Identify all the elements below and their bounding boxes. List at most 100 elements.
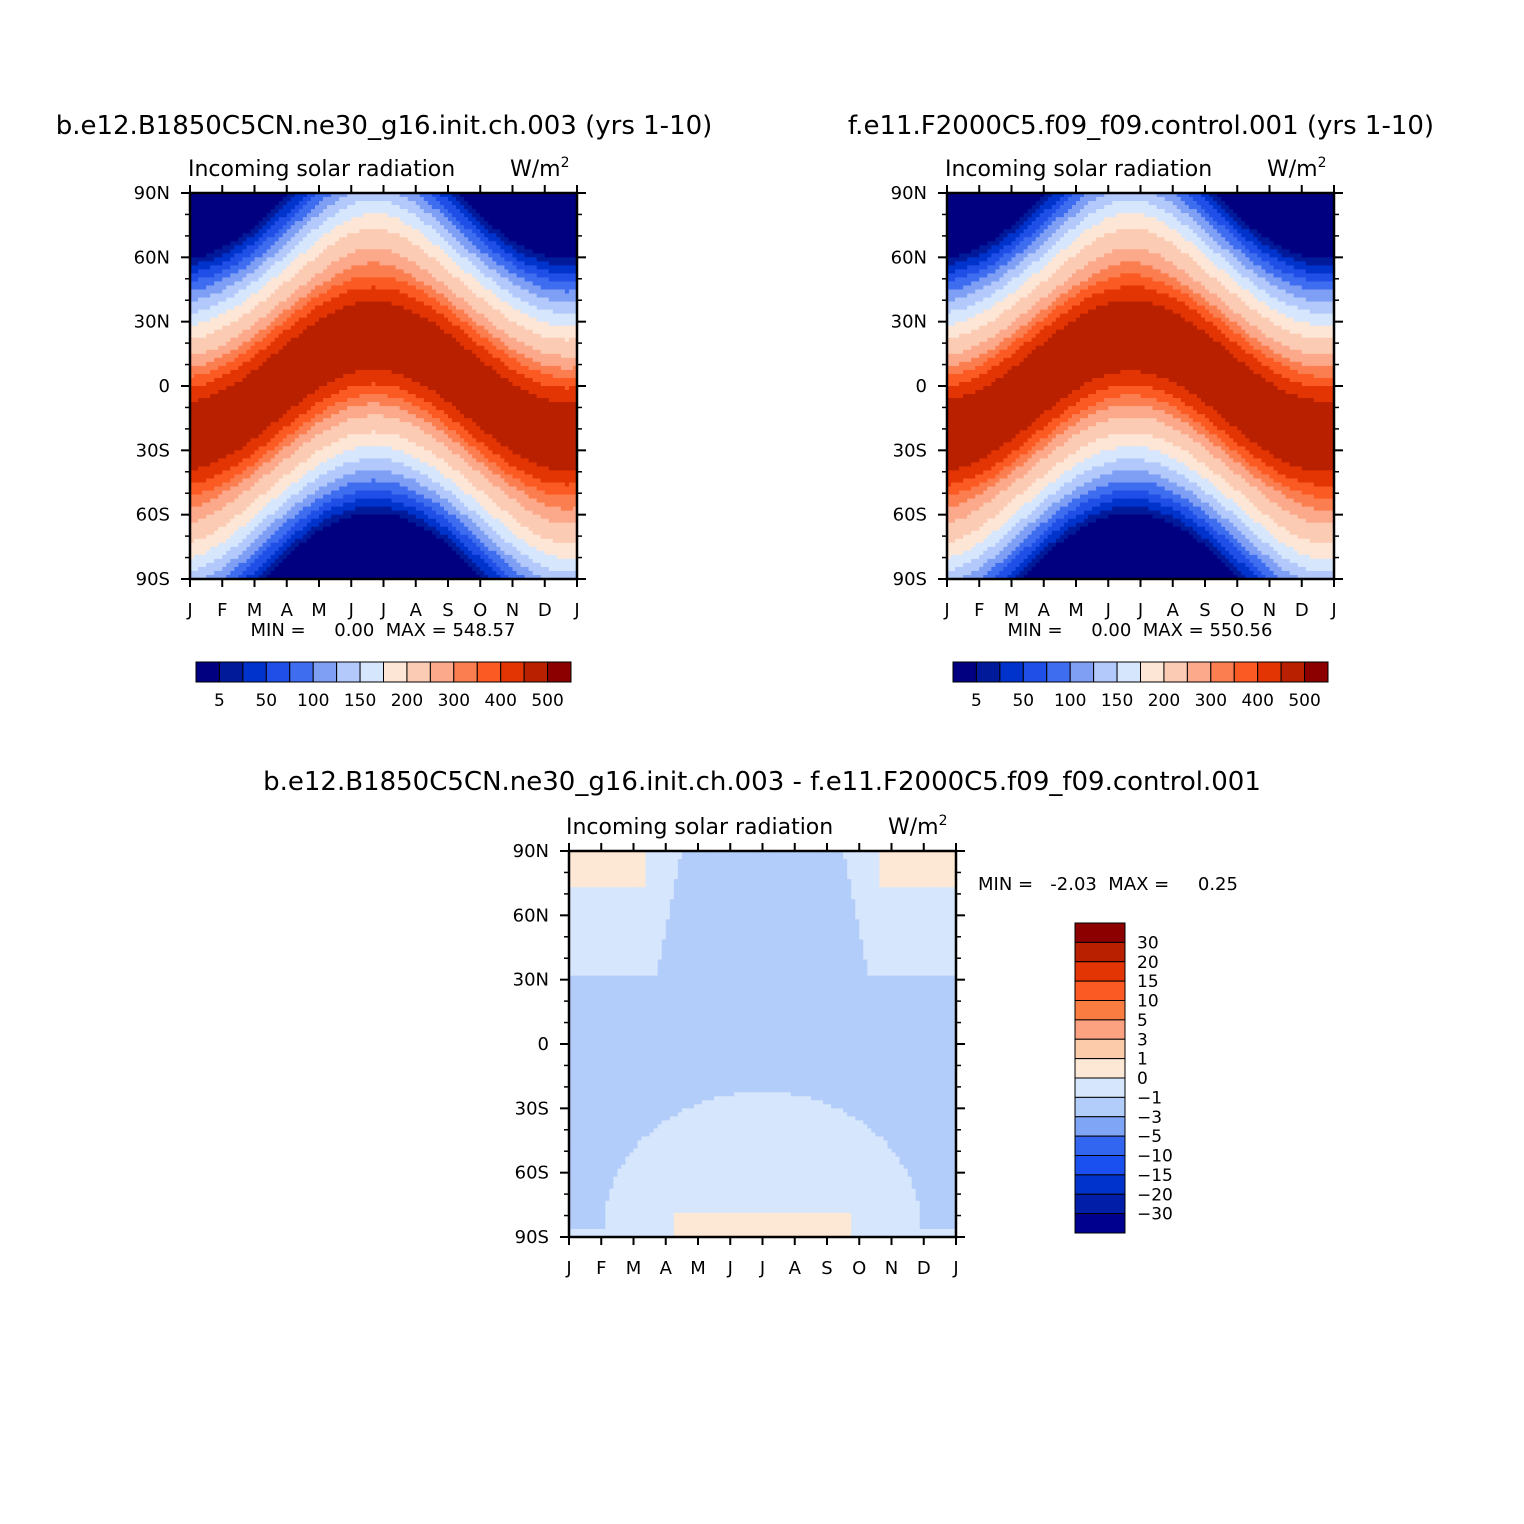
plotA-cell: [492, 281, 497, 287]
plotA-cell: [343, 281, 348, 287]
plotA-cell: [246, 277, 252, 283]
plotA-cell: [319, 329, 324, 335]
plotA-cell: [367, 201, 373, 206]
plotA-cell: [198, 390, 203, 395]
plotA-cell: [460, 285, 465, 291]
plotA-cell: [278, 225, 284, 230]
plotA-cell: [214, 221, 219, 226]
plotA-cell: [488, 377, 493, 383]
plotA-cell: [435, 289, 441, 295]
plotA-cell: [286, 213, 292, 218]
plotA-cell: [306, 345, 312, 351]
plotA-cell: [270, 281, 276, 287]
plotA-cell: [464, 325, 469, 331]
plotA-cell: [560, 301, 566, 307]
plotA-cell: [419, 281, 425, 287]
plotA-cell: [359, 301, 364, 307]
plotA-cell: [407, 233, 413, 238]
plotA-cell: [258, 321, 264, 327]
plotA-cell: [464, 241, 469, 246]
plotA-cell: [214, 213, 219, 218]
plotA-cell: [274, 349, 280, 355]
plotA-cell: [270, 305, 276, 311]
plotA-cell: [484, 201, 489, 206]
plotA-cell: [484, 217, 489, 222]
plotA-cell: [508, 229, 514, 234]
plotA-cell: [306, 361, 312, 367]
plotA-cell: [234, 349, 239, 355]
plotA-cell: [452, 369, 457, 375]
plotA-cell: [572, 394, 577, 399]
plotA-cell: [391, 369, 397, 375]
plotA-cell: [395, 221, 401, 226]
plotA-cell: [552, 301, 558, 307]
plotA-cell: [472, 241, 477, 246]
plotA-cell: [363, 353, 368, 359]
plotA-cell: [339, 301, 344, 307]
plotA-cell: [298, 249, 304, 254]
plotA-cell: [250, 257, 256, 262]
plotA-cell: [423, 217, 429, 222]
plotA-cell: [286, 261, 292, 266]
plotA-cell: [383, 277, 389, 283]
plotA-cell: [419, 341, 425, 347]
plotA-cell: [484, 345, 489, 351]
plotA-cell: [435, 386, 441, 391]
plotA-cell: [274, 337, 280, 343]
plotA-cell: [504, 361, 510, 367]
plotA-cell: [516, 329, 522, 335]
plotA-cell: [190, 317, 195, 323]
plotA-cell: [355, 237, 360, 242]
plotA-cell: [355, 317, 360, 323]
plotA-cell: [556, 249, 562, 254]
plotA-cell: [363, 329, 368, 335]
plotA-cell: [290, 313, 296, 319]
plotA-cell: [379, 233, 385, 238]
plotA-cell: [314, 193, 320, 198]
plotA-cell: [367, 337, 373, 343]
plotA-cell: [339, 261, 344, 266]
plotA-cell: [298, 229, 304, 234]
plotA-cell: [415, 269, 421, 275]
plotA-cell: [431, 233, 437, 238]
plotA-cell: [540, 353, 546, 359]
plotA-cell: [306, 233, 312, 238]
plotA-cell: [327, 233, 332, 238]
plotA-cell: [419, 345, 425, 351]
plotA-cell: [484, 245, 489, 250]
plotA-cell: [496, 345, 502, 351]
plotA-cell: [516, 221, 522, 226]
plotA-cell: [274, 225, 280, 230]
plotA-cell: [351, 301, 356, 307]
plotA-cell: [250, 329, 256, 335]
plotA-cell: [371, 365, 377, 371]
plotA-cell: [480, 221, 485, 226]
plotA-cell: [427, 221, 433, 226]
plotA-cell: [403, 301, 409, 307]
plotA-cell: [395, 241, 401, 246]
plotA-cell: [250, 390, 256, 395]
plotA-cell: [270, 341, 276, 347]
plotA-cell: [319, 390, 324, 395]
plotA-cell: [290, 361, 296, 367]
plotA-cell: [452, 241, 457, 246]
plotA-cell: [198, 293, 203, 299]
plotA-cell: [484, 221, 489, 226]
plotA-cell: [294, 386, 300, 391]
plotA-cell: [314, 213, 320, 218]
plotA-cell: [391, 233, 397, 238]
plotA-cell: [556, 201, 562, 206]
plotA-cell: [218, 377, 223, 383]
plotA-cell: [306, 297, 312, 303]
plotA-cell: [230, 329, 235, 335]
plotA-cell: [572, 217, 577, 222]
plotA-cell: [407, 269, 413, 275]
plotA-cell: [431, 398, 437, 403]
plotA-cell: [314, 209, 320, 214]
plotA-cell: [206, 281, 211, 287]
plotA-cell: [343, 341, 348, 347]
plotA-cell: [270, 377, 276, 383]
plotA-cell: [226, 329, 231, 335]
plotA-cell: [319, 377, 324, 383]
plotA-cell: [383, 245, 389, 250]
